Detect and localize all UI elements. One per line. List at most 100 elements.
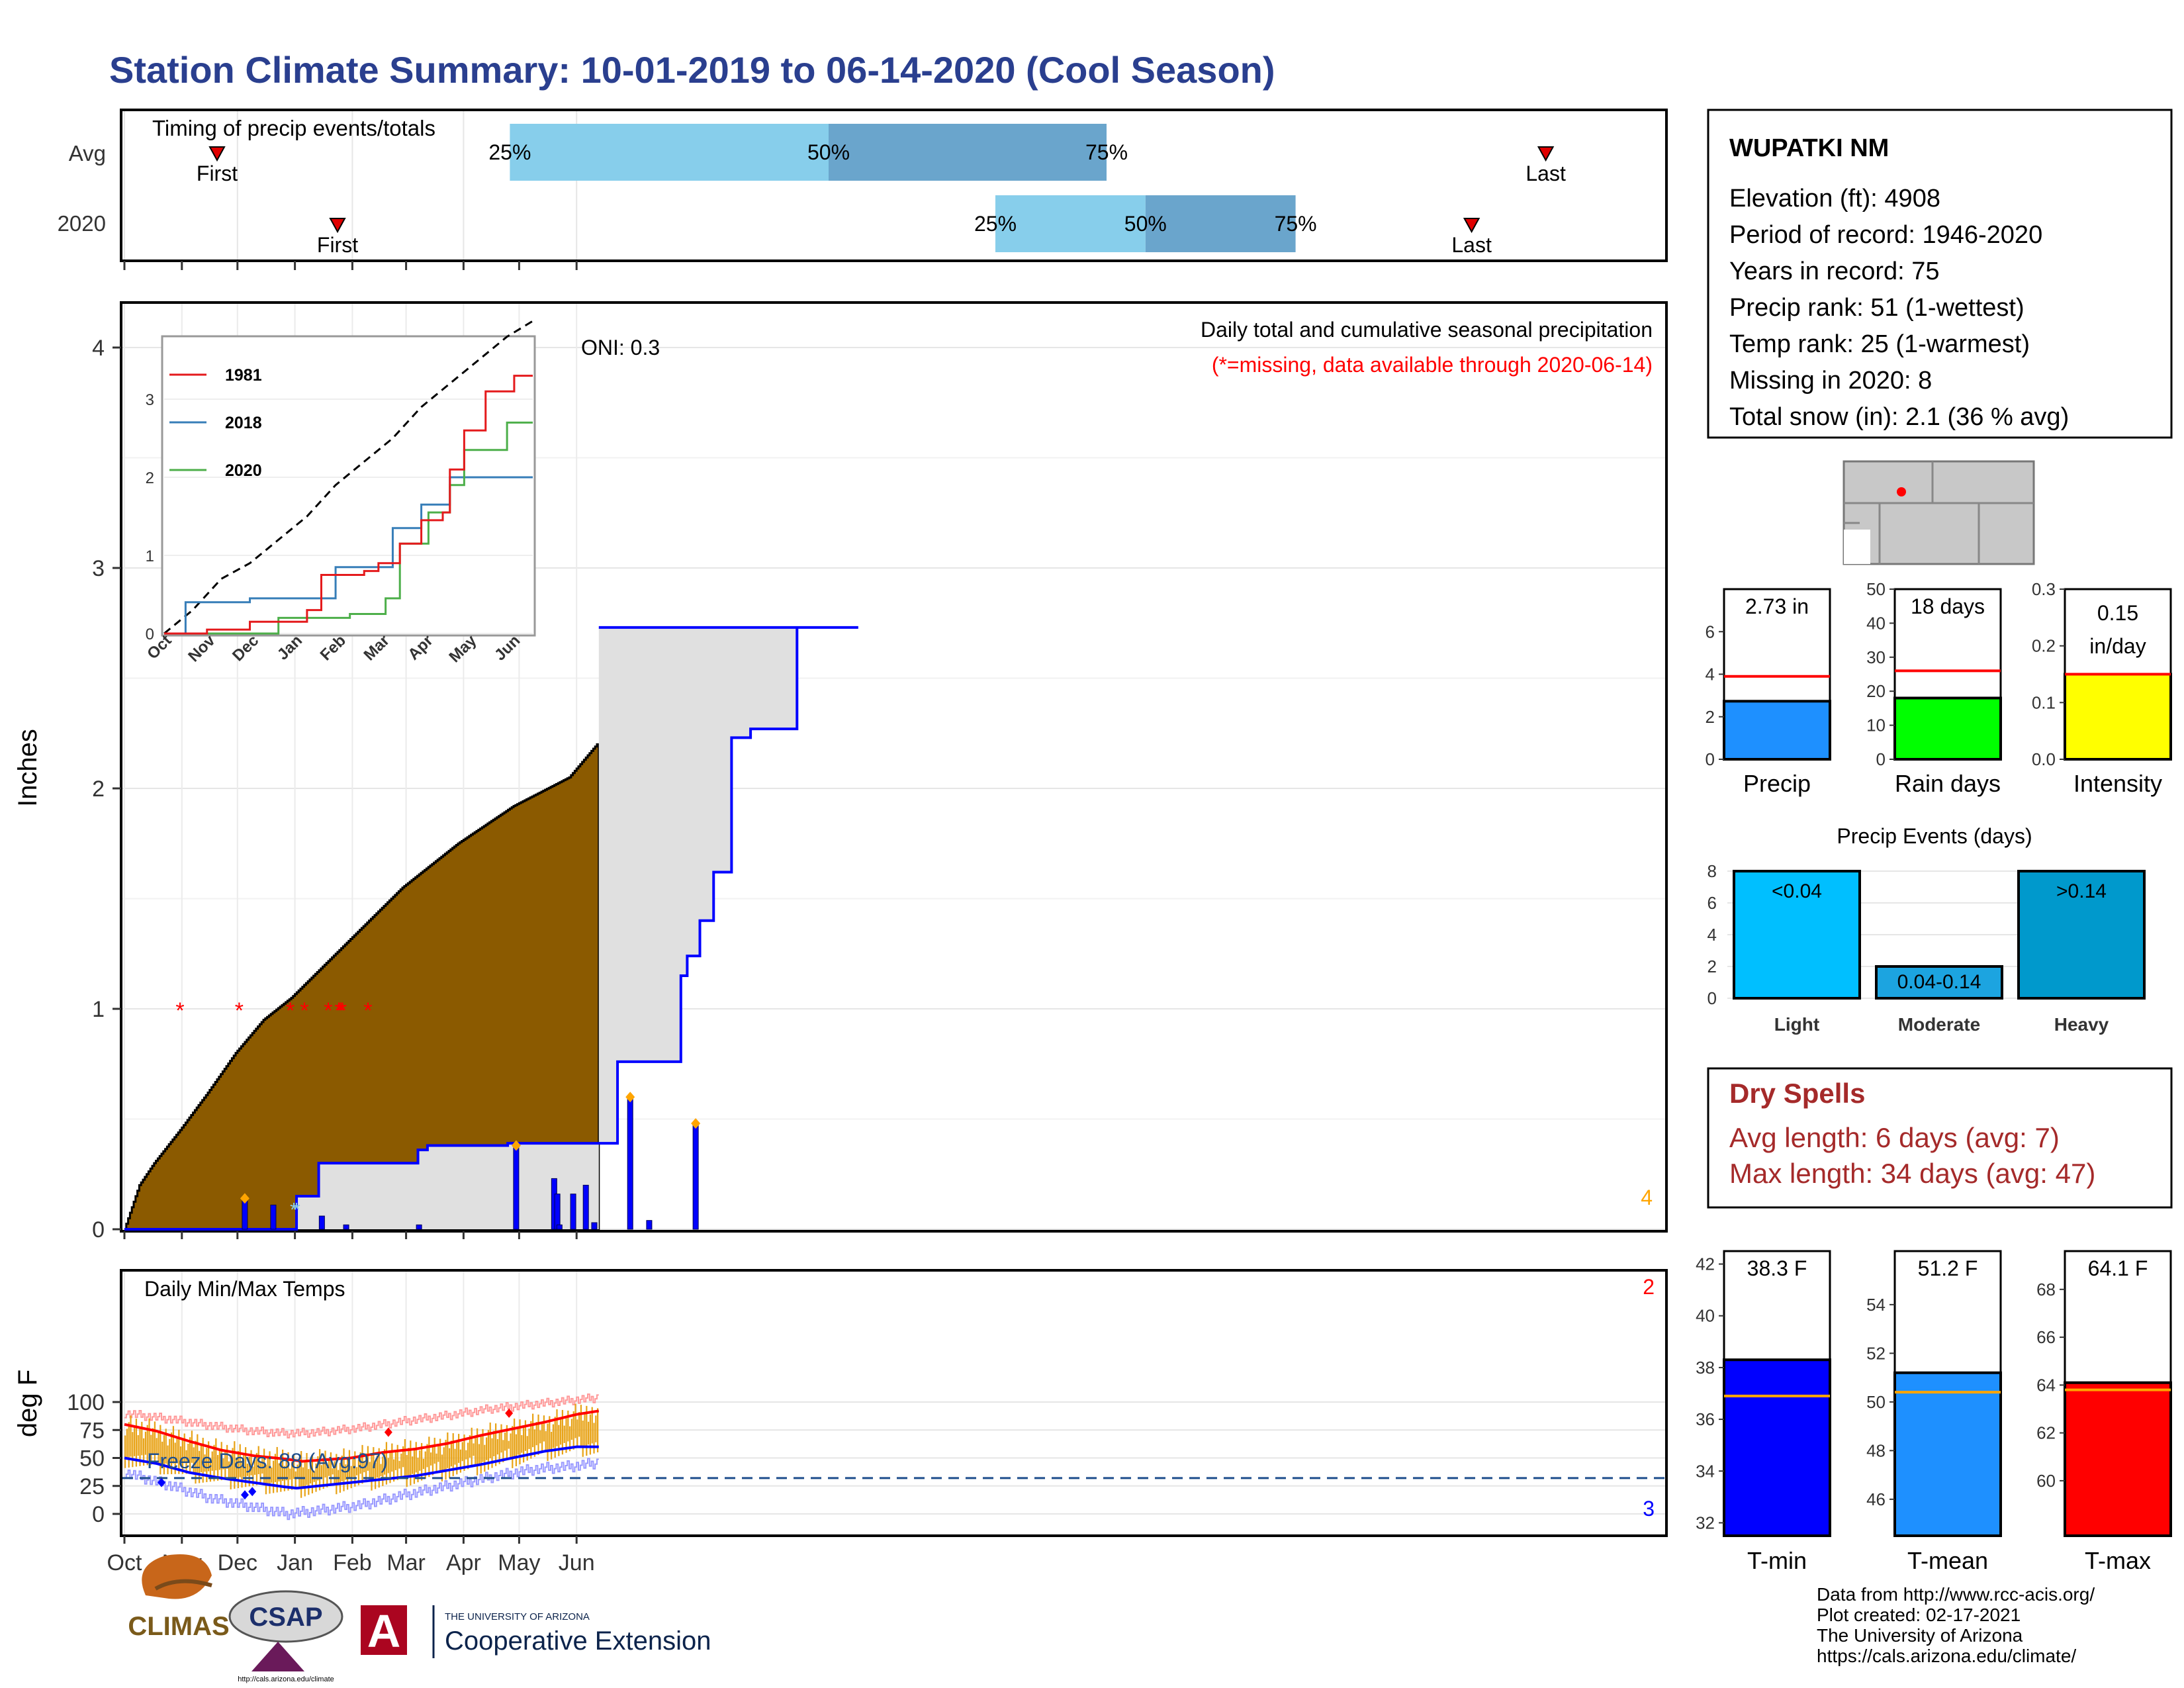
daily-temp-bar (445, 1440, 447, 1480)
climas-logo: CLIMAS (128, 1554, 230, 1641)
station-temp-rank: Temp rank: 25 (1-warmest) (1729, 330, 2030, 358)
daily-temp-bar (393, 1459, 395, 1482)
tstat-ytick-label: 36 (1696, 1409, 1715, 1429)
precip-ytick-label: 3 (92, 556, 105, 581)
daily-temp-bar (135, 1419, 138, 1467)
daily-temp-bar (458, 1434, 460, 1463)
timing-q25-label: 25% (488, 140, 531, 164)
month-tick-label: Jan (277, 1550, 313, 1575)
precip-ytick-label: 2 (92, 776, 105, 802)
daily-temp-bar (189, 1437, 191, 1474)
record-low-count: 3 (1643, 1497, 1655, 1521)
daily-temp-bar (597, 1408, 599, 1453)
tstat-value-bar (1723, 1358, 1831, 1538)
daily-temp-bar (195, 1440, 197, 1484)
precip-ytick-label: 1 (92, 997, 105, 1022)
daily-temp-bar (514, 1418, 516, 1457)
missing-data-marker: * (336, 998, 345, 1023)
stat-ytick-label: 0.3 (2032, 579, 2056, 599)
precip-ytick-label: 0 (92, 1217, 105, 1243)
daily-temp-bar (130, 1415, 132, 1457)
timing-panel: Timing of precip events/totals Avg 2020 … (58, 109, 1668, 270)
station-frame (1707, 109, 2173, 439)
daily-temp-bar (181, 1440, 184, 1474)
daily-temp-bar (595, 1415, 597, 1442)
record-low-marker (241, 1490, 249, 1500)
daily-temp-bar (306, 1453, 308, 1485)
inset-legend-label: 1981 (225, 366, 262, 385)
daily-temp-bar (347, 1457, 349, 1490)
daily-temp-bar (565, 1418, 567, 1453)
daily-temp-bar (406, 1455, 408, 1487)
tstat-ytick-label: 60 (2036, 1471, 2056, 1491)
dry-spells-avg: Avg length: 6 days (avg: 7) (1729, 1122, 2060, 1153)
map-frame (1843, 460, 2035, 565)
tstat-ytick-label: 62 (2036, 1423, 2056, 1443)
month-tick-label: May (498, 1550, 540, 1575)
daily-temp-bar (311, 1454, 314, 1493)
daily-temp-bar (200, 1444, 203, 1473)
stat-value-label: 18 days (1911, 594, 1985, 618)
daily-temp-bar (124, 1435, 126, 1468)
daily-temp-bar (574, 1403, 576, 1438)
average-max-line (124, 1409, 600, 1463)
daily-temp-bar (500, 1424, 502, 1453)
dry-spells-frame (1707, 1067, 2173, 1209)
daily-temp-bar (158, 1431, 159, 1464)
timing-q50-label: 50% (807, 140, 850, 164)
daily-temp-bar (519, 1419, 521, 1465)
daily-temp-bar (496, 1439, 499, 1455)
precip-ylabel: Inches (13, 729, 42, 807)
tstat-ytick-label: 46 (1866, 1489, 1886, 1509)
footer-logos: CLIMAS CSAP http://cals.arizona.edu/clim… (128, 1554, 711, 1683)
daily-temp-bar (412, 1456, 414, 1474)
daily-temp-bar (265, 1465, 267, 1495)
month-tick-label: Mar (387, 1550, 426, 1575)
climas-logo-swirl (142, 1554, 212, 1599)
daily-temp-bar (588, 1421, 590, 1445)
daily-temp-bar (517, 1427, 519, 1455)
daily-temp-bar (387, 1458, 389, 1474)
daily-temp-bar (478, 1444, 480, 1464)
daily-temp-bar (523, 1427, 525, 1463)
daily-temp-bar (191, 1430, 193, 1463)
daily-temp-bar (152, 1428, 154, 1454)
daily-temp-bar (234, 1441, 236, 1489)
events-bar (1875, 965, 2003, 1000)
daily-temp-bar (404, 1438, 406, 1477)
missing-data-marker: * (363, 998, 372, 1023)
daily-temp-bar (163, 1435, 165, 1475)
events-range-label: >0.14 (2056, 880, 2107, 902)
timing-quartile-bar (1145, 195, 1296, 252)
daily-temp-bar (128, 1422, 130, 1468)
temp-ylabel: deg F (13, 1370, 42, 1437)
csap-url: http://cals.arizona.edu/climate (238, 1675, 334, 1683)
freeze-days-label: Freeze Days: 88 (Avg:97) (147, 1449, 388, 1473)
daily-temp-bar (263, 1448, 265, 1484)
timing-first-marker (208, 146, 226, 162)
daily-temp-bar (180, 1446, 182, 1464)
timing-last-label: Last (1451, 233, 1492, 257)
daily-temp-bar (197, 1434, 199, 1473)
stat-label: Rain days (1895, 770, 2001, 797)
credit-line-4: https://cals.arizona.edu/climate/ (1817, 1646, 2076, 1666)
daily-temp-bar (204, 1454, 206, 1472)
daily-temp-bar (433, 1437, 435, 1464)
daily-temp-bar (502, 1440, 504, 1462)
inset-ytick-label: 2 (146, 469, 154, 487)
inset-ytick-label: 3 (146, 391, 154, 409)
heavy-event-marker (691, 1118, 701, 1129)
daily-temp-bar (271, 1468, 273, 1483)
daily-temp-bar (467, 1442, 469, 1470)
timing-marks: 25% 50% 75% First Last 25% 50% 75% First Last (197, 124, 1566, 257)
daily-temp-bar (569, 1426, 571, 1452)
daily-temp-bar (211, 1451, 213, 1471)
daily-temp-bar (176, 1436, 178, 1464)
missing-data-marker: * (235, 998, 244, 1023)
daily-temp-bar (187, 1443, 189, 1464)
daily-temp-bar (465, 1450, 467, 1460)
stat-ytick-label: 0.1 (2032, 692, 2056, 712)
ua-logo: A THE UNIVERSITY OF ARIZONA Cooperative … (361, 1605, 711, 1658)
stat-value-label: 2.73 in (1745, 594, 1809, 618)
